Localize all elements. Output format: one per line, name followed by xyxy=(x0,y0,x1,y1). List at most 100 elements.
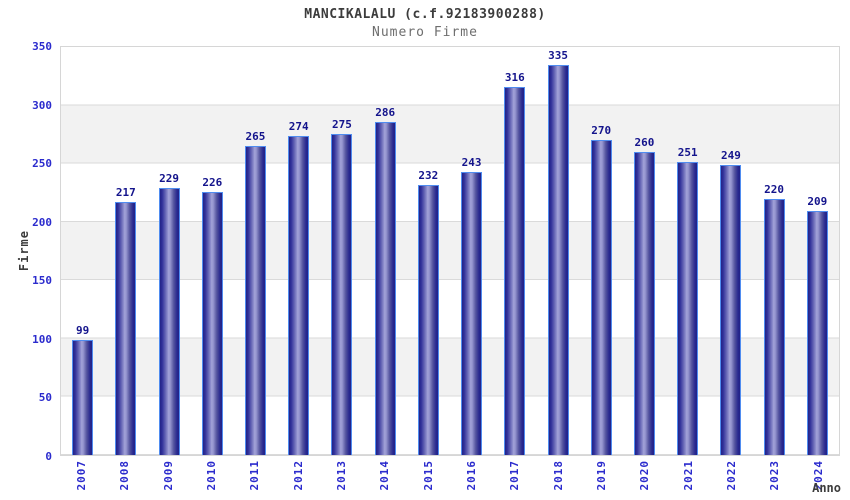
x-tick-label: 2022 xyxy=(725,460,739,491)
bar-value-label: 335 xyxy=(548,48,568,62)
bar-column: 274 xyxy=(277,47,320,455)
y-tick-label: 0 xyxy=(45,450,52,463)
x-tick-label: 2011 xyxy=(248,460,262,491)
x-tick: 2019 xyxy=(580,460,623,498)
bar-column: 220 xyxy=(753,47,796,455)
x-tick-label: 2016 xyxy=(465,460,479,491)
x-tick-label: 2015 xyxy=(421,460,435,491)
bar-value-label: 249 xyxy=(720,148,741,162)
bar-column: 249 xyxy=(709,47,752,455)
x-tick: 2016 xyxy=(450,460,493,498)
x-tick-label: 2020 xyxy=(638,460,652,491)
bar-value-label: 226 xyxy=(202,175,223,189)
bar-value-label: 270 xyxy=(591,124,612,138)
y-tick-label: 200 xyxy=(32,215,52,229)
x-tick-label: 2014 xyxy=(378,460,392,491)
x-tick-label: 2007 xyxy=(75,460,89,491)
x-tick: 2008 xyxy=(103,460,146,498)
plot-area: 99 217 229 226 265 274 275 286 232 243 316 335 270 26… xyxy=(60,46,840,456)
bar-column: 286 xyxy=(364,47,407,455)
bar-value-label: 220 xyxy=(764,182,785,196)
bar-value-label: 260 xyxy=(634,135,655,149)
bar-column: 99 xyxy=(61,47,104,455)
y-tick-label: 150 xyxy=(32,274,52,288)
bar-value-label: 316 xyxy=(504,70,525,84)
y-tick-label: 50 xyxy=(38,391,52,405)
bars-container: 99 217 229 226 265 274 275 286 232 243 316 335 270 26… xyxy=(61,47,839,455)
bar-column: 260 xyxy=(623,47,666,455)
bar xyxy=(547,64,569,455)
chart-title: MANCIKALALU (c.f.92183900288) xyxy=(304,7,546,22)
x-tick: 2018 xyxy=(537,460,580,498)
x-tick-label: 2012 xyxy=(291,460,305,491)
bar-column: 251 xyxy=(666,47,709,455)
bar xyxy=(288,135,310,455)
y-tick-label: 300 xyxy=(32,98,52,112)
bar-column: 229 xyxy=(147,47,190,455)
bar-column: 232 xyxy=(407,47,450,455)
bar xyxy=(763,198,785,455)
x-tick-label: 2021 xyxy=(681,460,695,491)
x-tick: 2023 xyxy=(753,460,796,498)
bar xyxy=(633,151,655,455)
x-tick: 2013 xyxy=(320,460,363,498)
bar xyxy=(331,134,353,455)
bar xyxy=(806,211,828,455)
x-tick: 2009 xyxy=(147,460,190,498)
x-tick-label: 2010 xyxy=(205,460,219,491)
x-tick: 2020 xyxy=(623,460,666,498)
bar-value-label: 209 xyxy=(807,195,828,209)
bar xyxy=(115,202,137,455)
x-axis-ticks: 2007 2008 2009 2010 2011 2012 2013 2014 2015 2016… xyxy=(60,460,840,498)
bar xyxy=(417,184,439,455)
bar-value-label: 232 xyxy=(418,168,439,182)
bar-value-label: 99 xyxy=(75,323,90,337)
bar-column: 226 xyxy=(191,47,234,455)
bar-value-label: 217 xyxy=(115,186,136,200)
chart-subtitle: Numero Firme xyxy=(372,25,478,40)
y-tick-label: 100 xyxy=(32,332,52,346)
x-axis-label: Anno xyxy=(812,481,841,495)
x-tick: 2007 xyxy=(60,460,103,498)
x-tick-label: 2019 xyxy=(595,460,609,491)
x-tick-label: 2008 xyxy=(118,460,132,491)
bar xyxy=(677,162,699,455)
bar xyxy=(590,140,612,455)
x-tick-label: 2023 xyxy=(768,460,782,491)
bar-column: 316 xyxy=(493,47,536,455)
bar xyxy=(201,191,223,455)
x-tick-label: 2013 xyxy=(335,460,349,491)
bar-value-label: 229 xyxy=(159,172,179,186)
bar xyxy=(504,86,526,455)
x-tick-label: 2017 xyxy=(508,460,522,491)
bar-column: 243 xyxy=(450,47,493,455)
x-tick: 2014 xyxy=(363,460,406,498)
bar-column: 209 xyxy=(796,47,839,455)
y-tick-label: 250 xyxy=(32,157,52,171)
bar-column: 217 xyxy=(104,47,147,455)
bar-column: 270 xyxy=(580,47,623,455)
bar xyxy=(158,188,180,455)
y-tick-label: 350 xyxy=(32,40,52,53)
bar xyxy=(720,164,742,455)
bar xyxy=(461,171,483,455)
bar-value-label: 251 xyxy=(677,146,698,160)
x-tick: 2011 xyxy=(233,460,276,498)
x-tick: 2021 xyxy=(667,460,710,498)
bar-value-label: 286 xyxy=(375,105,396,119)
bar-column: 335 xyxy=(536,47,579,455)
bar-column: 265 xyxy=(234,47,277,455)
bar xyxy=(374,121,396,455)
bar-value-label: 243 xyxy=(461,155,482,169)
x-tick: 2022 xyxy=(710,460,753,498)
x-tick: 2010 xyxy=(190,460,233,498)
bar-value-label: 275 xyxy=(331,118,352,132)
x-tick: 2017 xyxy=(493,460,536,498)
x-tick-label: 2018 xyxy=(551,460,565,491)
bar xyxy=(72,339,94,455)
bar-column: 275 xyxy=(320,47,363,455)
bar-value-label: 265 xyxy=(245,130,266,144)
y-axis-ticks: 0 50 100 150 200 250 300 350 xyxy=(0,41,52,462)
x-tick: 2015 xyxy=(407,460,450,498)
